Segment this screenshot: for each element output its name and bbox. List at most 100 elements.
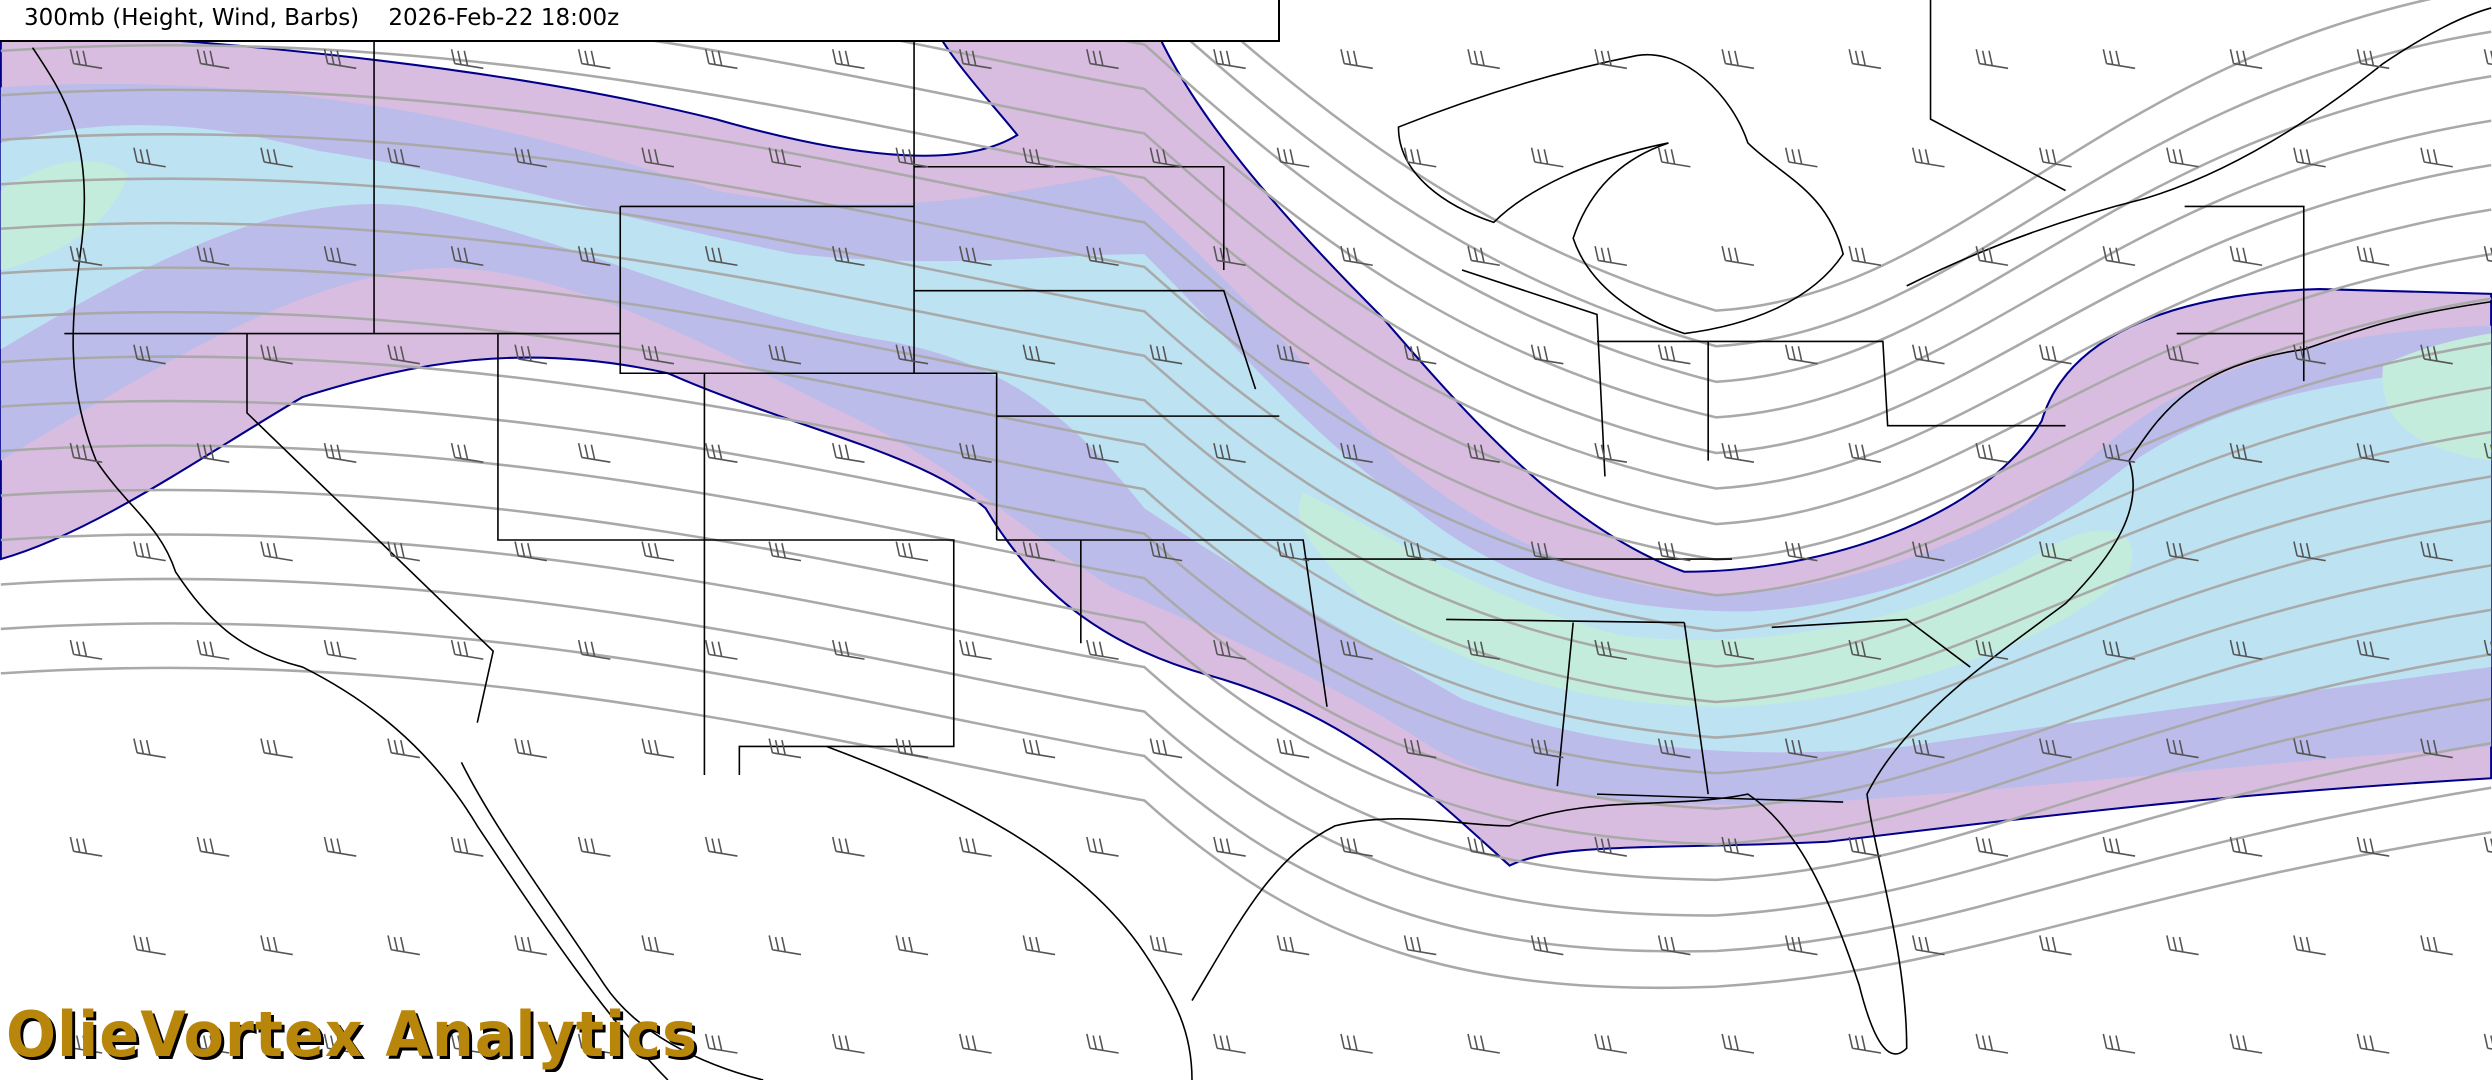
wind-barb bbox=[2356, 1033, 2390, 1054]
wind-barb bbox=[133, 738, 166, 759]
wind-barb bbox=[1086, 246, 1119, 267]
wind-barb bbox=[1340, 836, 1373, 857]
wind-barb bbox=[2102, 49, 2136, 70]
wind-barb bbox=[768, 738, 802, 759]
wind-barb bbox=[1149, 935, 1183, 956]
wind-barb bbox=[831, 442, 865, 463]
wind-barb bbox=[1721, 639, 1755, 660]
wind-barb bbox=[2039, 541, 2072, 562]
wind-barb bbox=[959, 1033, 992, 1054]
wind-barb bbox=[1467, 442, 1500, 463]
wind-barb bbox=[895, 147, 929, 168]
wind-barb bbox=[69, 639, 103, 660]
wind-barb bbox=[1149, 344, 1183, 365]
wind-barb bbox=[1086, 1033, 1119, 1054]
wind-barb bbox=[1276, 935, 1310, 956]
wind-barb bbox=[895, 344, 929, 365]
wind-barb bbox=[1340, 246, 1373, 267]
wind-barb bbox=[2483, 1033, 2492, 1050]
wind-barb bbox=[768, 541, 802, 562]
wind-barb bbox=[704, 49, 738, 70]
wind-barb bbox=[260, 738, 293, 759]
wind-barb bbox=[1022, 935, 1056, 956]
wind-barb bbox=[323, 836, 357, 857]
wind-barb bbox=[1022, 541, 1056, 562]
wind-barb bbox=[2356, 639, 2390, 660]
wind-barb bbox=[1975, 246, 2009, 267]
wind-barb bbox=[1657, 147, 1691, 168]
height-contour bbox=[0, 310, 2492, 704]
height-contour bbox=[0, 622, 2492, 953]
wind-barb bbox=[1276, 147, 1310, 168]
wind-barb bbox=[1213, 246, 1246, 267]
wind-barb bbox=[577, 246, 611, 267]
wind-barb bbox=[1276, 541, 1310, 562]
wind-barb bbox=[260, 147, 293, 168]
wind-barb bbox=[323, 1033, 357, 1054]
wind-barb bbox=[1721, 49, 1755, 70]
wind-barb bbox=[1403, 935, 1437, 956]
wind-barb bbox=[1022, 147, 1056, 168]
wind-barb bbox=[1340, 1033, 1373, 1054]
wind-barb bbox=[641, 738, 675, 759]
wind-barb bbox=[704, 442, 738, 463]
wind-barb bbox=[1467, 836, 1500, 857]
wind-barb bbox=[2166, 344, 2199, 365]
wind-barb bbox=[1340, 442, 1373, 463]
wind-barb bbox=[1530, 935, 1564, 956]
wind-barb bbox=[1721, 1033, 1755, 1054]
wind-barb bbox=[1149, 541, 1183, 562]
valid-time: 2026-Feb-22 18:00z bbox=[388, 5, 620, 31]
wind-barb bbox=[1213, 442, 1246, 463]
height-contour bbox=[0, 266, 2492, 668]
wind-barb bbox=[323, 49, 357, 70]
wind-barb bbox=[69, 49, 103, 70]
wind-barb bbox=[2420, 541, 2453, 562]
wind-barb bbox=[831, 49, 865, 70]
wind-barb bbox=[2166, 935, 2199, 956]
wind-barb bbox=[1784, 935, 1818, 956]
wind-barb bbox=[1594, 442, 1628, 463]
wind-barb bbox=[1594, 246, 1628, 267]
wind-barb bbox=[2102, 246, 2136, 267]
wind-barb bbox=[2293, 738, 2326, 759]
wind-barb bbox=[450, 1033, 484, 1054]
wind-barb bbox=[1403, 541, 1437, 562]
height-contour bbox=[0, 488, 2492, 846]
wind-barb bbox=[1530, 541, 1564, 562]
wind-barb bbox=[959, 836, 992, 857]
wind-barb bbox=[1848, 442, 1882, 463]
wind-barb bbox=[1594, 639, 1628, 660]
wind-barb bbox=[1403, 344, 1437, 365]
wind-barb bbox=[1086, 639, 1119, 660]
wind-barb bbox=[2420, 344, 2453, 365]
wind-barb bbox=[1975, 1033, 2009, 1054]
title-bar: 300mb (Height, Wind, Barbs) 2026-Feb-22 … bbox=[0, 0, 1280, 42]
wind-barb bbox=[2039, 738, 2072, 759]
wind-barb bbox=[2420, 935, 2453, 956]
wind-barb bbox=[1848, 49, 1882, 70]
wind-barb bbox=[1848, 639, 1882, 660]
wind-barb bbox=[1911, 541, 1945, 562]
wind-barb bbox=[514, 147, 547, 168]
wind-barb bbox=[2483, 246, 2492, 262]
wind-barb bbox=[895, 738, 929, 759]
wind-barb bbox=[69, 246, 103, 267]
wind-barb bbox=[2166, 147, 2199, 168]
wind-barb bbox=[1149, 738, 1183, 759]
wind-barb bbox=[577, 442, 611, 463]
wind-barb bbox=[2102, 442, 2136, 463]
wind-barb bbox=[1022, 738, 1056, 759]
wind-barb bbox=[387, 738, 420, 759]
wind-barb bbox=[1911, 147, 1945, 168]
height-contour bbox=[669, 0, 2492, 419]
wind-barb bbox=[1213, 639, 1246, 660]
wind-barb bbox=[959, 442, 992, 463]
wind-barb bbox=[1848, 1033, 1882, 1054]
wind-barb bbox=[1213, 49, 1246, 70]
wind-barb bbox=[260, 541, 293, 562]
wind-barb bbox=[2039, 344, 2072, 365]
wind-barb bbox=[959, 246, 992, 267]
wind-barb bbox=[387, 935, 420, 956]
